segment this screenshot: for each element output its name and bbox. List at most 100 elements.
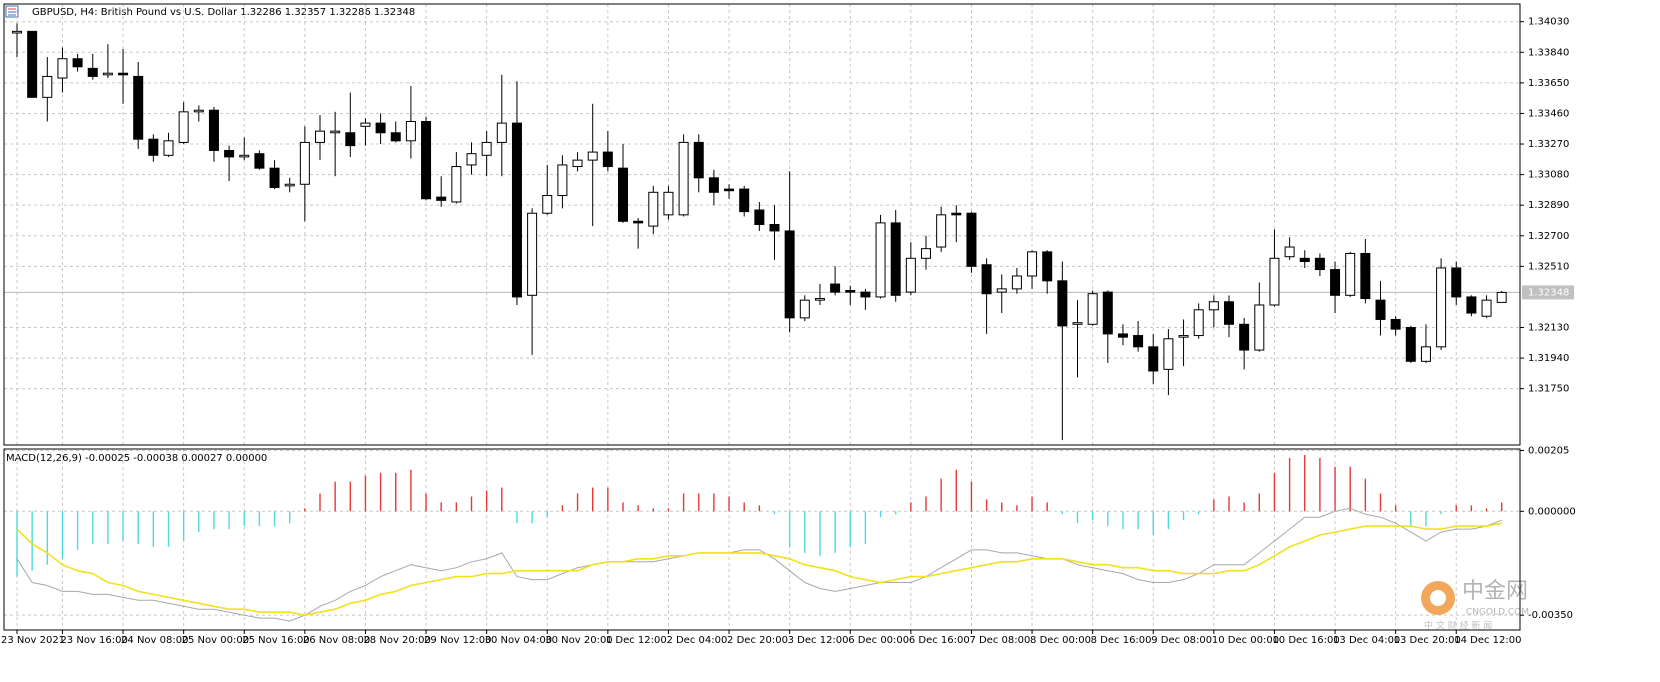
candle-body — [360, 122, 371, 127]
candle-body — [724, 188, 735, 192]
x-tick-label: 23 Nov 2021 — [1, 635, 65, 646]
candle-body — [1102, 291, 1113, 335]
candle-body — [118, 72, 129, 76]
candle-body — [481, 141, 492, 156]
panel — [4, 4, 1520, 445]
candle-body — [1345, 252, 1356, 296]
candle-body — [905, 257, 916, 293]
y-tick-label: 1.31940 — [1528, 353, 1569, 364]
candle-body — [421, 120, 432, 200]
x-tick-label: 30 Nov 04:00 — [485, 635, 552, 646]
candle-body — [1239, 323, 1250, 351]
candle-body — [390, 132, 401, 142]
candle-body — [1057, 280, 1068, 327]
candle-body — [1224, 301, 1234, 325]
candle-body — [845, 289, 856, 293]
candle-body — [1072, 322, 1083, 325]
y-tick-label: 1.32890 — [1528, 200, 1569, 211]
candle-body — [345, 132, 356, 147]
candle-body — [572, 159, 583, 168]
x-tick-label: 9 Dec 08:00 — [1151, 635, 1212, 646]
bid-label-box — [1522, 285, 1574, 300]
candle-body — [405, 120, 416, 142]
candle-body — [466, 153, 477, 166]
candle-body — [799, 299, 810, 319]
candle-body — [754, 209, 765, 226]
y-tick-label: 1.33080 — [1528, 170, 1569, 181]
candle-body — [814, 298, 825, 301]
candle-body — [830, 283, 841, 293]
candle-body — [451, 166, 462, 203]
candle-body — [315, 130, 325, 143]
candle-body — [966, 212, 977, 267]
candle-body — [1420, 346, 1431, 362]
candle-body — [375, 122, 386, 134]
candle-body — [1284, 246, 1295, 258]
y-tick-label: 1.33270 — [1528, 139, 1569, 150]
candle-body — [1390, 318, 1401, 330]
panel-border — [3, 3, 1521, 446]
candle-body — [557, 164, 568, 197]
candle-body — [496, 122, 507, 143]
x-tick-label: 8 Dec 00:00 — [1030, 635, 1091, 646]
watermark-name: 中金网 — [1462, 579, 1528, 604]
candle-body — [254, 153, 265, 169]
y-tick-label: 1.32130 — [1528, 323, 1569, 334]
candle-body — [1330, 269, 1341, 296]
candle-body — [1269, 257, 1280, 306]
candle-body — [1163, 338, 1174, 370]
candle-body — [1299, 257, 1310, 263]
y-tick-label: 0.000000 — [1528, 506, 1576, 517]
candle-body — [1027, 251, 1038, 277]
y-tick-label: -0.00350 — [1528, 610, 1573, 621]
candle-body — [42, 75, 53, 98]
candle-body — [511, 122, 522, 298]
candle-body — [284, 183, 295, 187]
candle-body — [208, 109, 219, 151]
candle-body — [587, 151, 598, 161]
y-tick-label: 1.33460 — [1528, 108, 1569, 119]
candle-body — [163, 140, 174, 156]
x-tick-label: 24 Nov 08:00 — [121, 635, 188, 646]
x-tick-label: 29 Nov 12:00 — [424, 635, 491, 646]
candle-body — [1178, 335, 1189, 338]
candle-body — [784, 230, 795, 319]
x-tick-label: 6 Dec 16:00 — [909, 635, 970, 646]
candle-body — [299, 141, 310, 185]
candle-body — [1254, 304, 1265, 351]
candle-body — [951, 212, 962, 216]
y-tick-label: 1.33840 — [1528, 47, 1569, 58]
x-tick-label: 23 Nov 16:00 — [60, 635, 127, 646]
candle-body — [1481, 299, 1492, 317]
candle-body — [602, 151, 613, 168]
candle-body — [1148, 346, 1159, 372]
x-tick-label: 30 Nov 20:00 — [545, 635, 612, 646]
x-tick-label: 25 Nov 16:00 — [242, 635, 309, 646]
x-tick-label: 13 Dec 04:00 — [1333, 635, 1400, 646]
candle-body — [133, 75, 144, 140]
x-tick-label: 2 Dec 20:00 — [727, 635, 788, 646]
x-tick-label: 2 Dec 04:00 — [666, 635, 727, 646]
candle-body — [72, 58, 83, 68]
candle-body — [1466, 296, 1477, 314]
candle-body — [527, 212, 538, 296]
candle-body — [981, 264, 992, 295]
x-tick-label: 13 Dec 20:00 — [1394, 635, 1461, 646]
candle-body — [1314, 257, 1325, 271]
chart-title: GBPUSD, H4: British Pound vs U.S. Dollar… — [32, 7, 415, 18]
candle-body — [148, 138, 159, 156]
candle-body — [1042, 251, 1053, 282]
x-tick-label: 6 Dec 00:00 — [848, 635, 909, 646]
panel-border — [3, 448, 1521, 631]
candle-body — [648, 191, 659, 227]
candle-body — [436, 196, 447, 201]
candle-body — [87, 67, 98, 77]
x-tick-label: 3 Dec 12:00 — [788, 635, 849, 646]
x-tick-label: 10 Dec 00:00 — [1212, 635, 1279, 646]
x-tick-label: 7 Dec 08:00 — [969, 635, 1030, 646]
candle-body — [996, 288, 1007, 293]
candle-body — [1405, 327, 1416, 362]
candle-body — [224, 149, 235, 158]
candle-body — [890, 222, 901, 296]
